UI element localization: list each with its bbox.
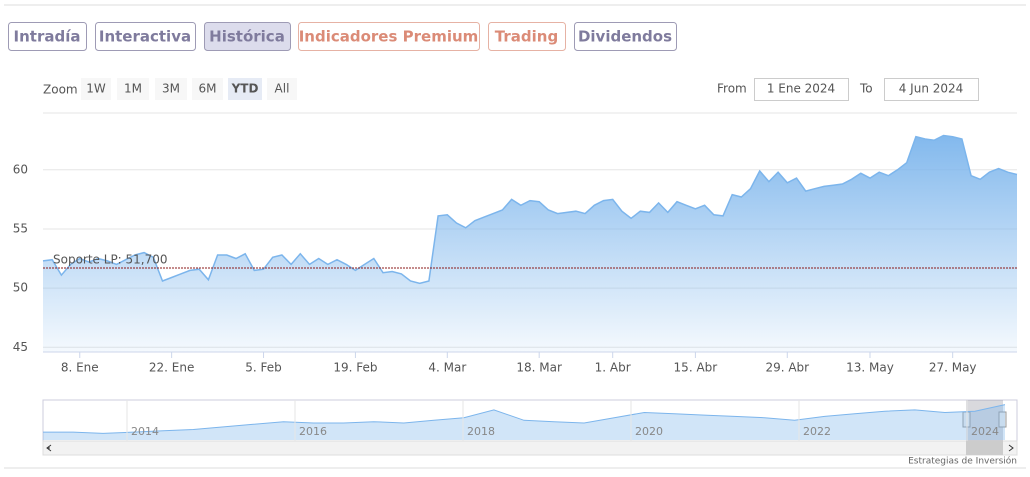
tab-label[interactable]: Interactiva bbox=[99, 28, 191, 46]
scroll-left[interactable] bbox=[46, 444, 52, 452]
y-tick-label: 55 bbox=[13, 221, 28, 235]
tab-button[interactable] bbox=[298, 22, 480, 51]
zoom-button[interactable] bbox=[228, 78, 262, 100]
tab-button[interactable] bbox=[8, 22, 87, 51]
scrollbar-thumb[interactable] bbox=[966, 441, 1003, 455]
zoom-button-label[interactable]: All bbox=[275, 82, 290, 96]
zoom-button[interactable] bbox=[267, 78, 297, 100]
y-tick-label: 60 bbox=[13, 162, 28, 176]
zoom-button[interactable] bbox=[117, 78, 149, 100]
y-tick-label: 45 bbox=[13, 340, 28, 354]
x-tick-label: 18. Mar bbox=[516, 361, 562, 375]
area bbox=[43, 135, 1017, 352]
line bbox=[42, 134, 1018, 285]
from-input[interactable] bbox=[754, 78, 849, 101]
from-label: From bbox=[717, 82, 747, 96]
tab-button[interactable] bbox=[95, 22, 196, 51]
zoom-button[interactable] bbox=[81, 78, 111, 100]
credit: Estrategias de Inversión bbox=[908, 456, 1017, 467]
support-label: Soporte LP: 51,700 bbox=[53, 252, 168, 266]
tab-label[interactable]: Indicadores Premium bbox=[299, 28, 479, 46]
navigator-label: 2014 bbox=[131, 425, 159, 438]
to-value[interactable]: 4 Jun 2024 bbox=[899, 82, 964, 96]
from-value[interactable]: 1 Ene 2024 bbox=[767, 82, 835, 96]
y-tick-label: 50 bbox=[13, 281, 28, 295]
tab-button[interactable] bbox=[488, 22, 566, 51]
x-tick-label: 13. May bbox=[846, 361, 894, 375]
zoom-label: Zoom bbox=[43, 83, 78, 97]
to-input[interactable] bbox=[884, 78, 979, 101]
x-tick-label: 1. Abr bbox=[595, 361, 631, 375]
x-tick-label: 8. Ene bbox=[61, 361, 99, 375]
scrollbar[interactable] bbox=[42, 440, 1018, 456]
tab-button[interactable] bbox=[204, 22, 291, 51]
zoom-button-label[interactable]: 1M bbox=[124, 82, 142, 96]
tab-label[interactable]: Trading bbox=[495, 28, 558, 46]
to-label: To bbox=[859, 82, 873, 96]
x-tick-label: 15. Abr bbox=[674, 361, 718, 375]
x-tick-label: 22. Ene bbox=[149, 361, 194, 375]
tab-button[interactable] bbox=[574, 22, 677, 51]
navigator-line bbox=[43, 404, 1006, 434]
x-tick-label: 29. Abr bbox=[765, 361, 809, 375]
scroll-right[interactable] bbox=[1008, 444, 1014, 452]
navigator-label: 2020 bbox=[635, 425, 663, 438]
tab-label[interactable]: Histórica bbox=[209, 28, 285, 46]
x-tick-label: 5. Feb bbox=[245, 361, 282, 375]
zoom-button[interactable] bbox=[155, 78, 187, 100]
navigator-label: 2022 bbox=[803, 425, 831, 438]
navigator-label: 2018 bbox=[467, 425, 495, 438]
x-tick-label: 4. Mar bbox=[428, 361, 466, 375]
tab-label[interactable]: Dividendos bbox=[578, 28, 672, 46]
zoom-button-label[interactable]: 6M bbox=[199, 82, 217, 96]
x-tick-label: 19. Feb bbox=[333, 361, 377, 375]
zoom-button-label[interactable]: 3M bbox=[162, 82, 180, 96]
tab-label[interactable]: Intradía bbox=[14, 28, 81, 46]
zoom-button-label[interactable]: YTD bbox=[231, 82, 259, 96]
navigator-area bbox=[43, 404, 1005, 440]
x-tick-label: 27. May bbox=[929, 361, 977, 375]
zoom-button[interactable] bbox=[192, 78, 223, 100]
zoom-button-label[interactable]: 1W bbox=[86, 82, 106, 96]
navigator-label: 2016 bbox=[299, 425, 327, 438]
navigator-handle[interactable] bbox=[998, 411, 1007, 428]
navigator-label: 2024 bbox=[971, 425, 999, 438]
